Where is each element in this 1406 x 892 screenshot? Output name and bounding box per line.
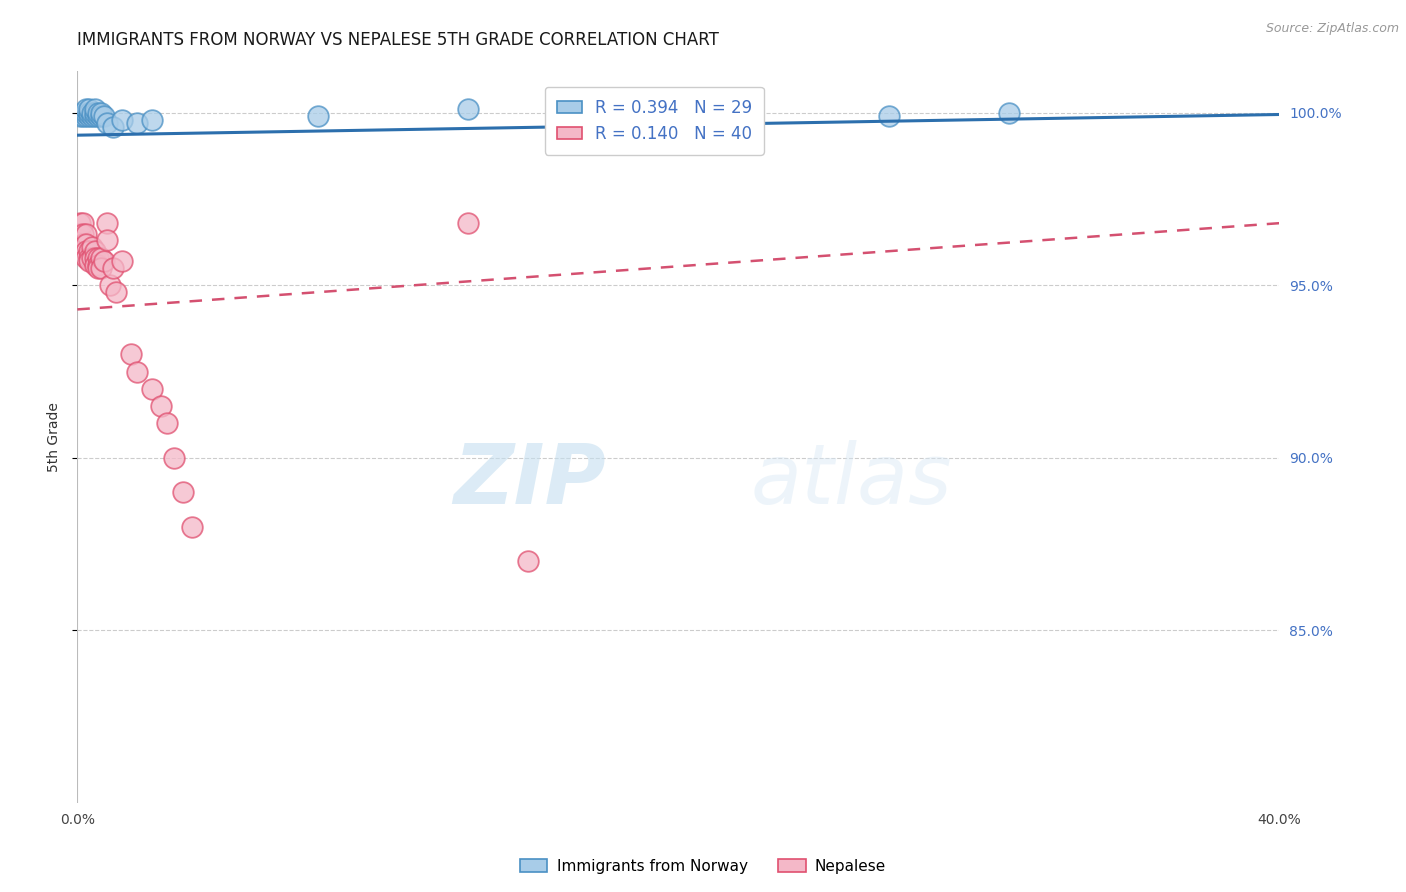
- Point: [457, 216, 479, 230]
- Point: [162, 450, 184, 465]
- Point: [75, 227, 97, 241]
- Point: [72, 216, 94, 230]
- Point: [127, 365, 149, 379]
- Point: [517, 554, 540, 568]
- Point: [82, 240, 104, 254]
- Point: [69, 227, 91, 241]
- Point: [87, 258, 110, 272]
- Point: [180, 520, 202, 534]
- Point: [90, 105, 112, 120]
- Point: [111, 254, 134, 268]
- Point: [75, 109, 97, 123]
- Point: [79, 251, 101, 265]
- Point: [84, 109, 107, 123]
- Text: ZIP: ZIP: [454, 441, 606, 522]
- Point: [156, 417, 179, 431]
- Point: [87, 251, 110, 265]
- Point: [141, 382, 163, 396]
- Point: [82, 251, 104, 265]
- Point: [93, 254, 115, 268]
- Point: [69, 234, 91, 248]
- Point: [998, 105, 1021, 120]
- Y-axis label: 5th Grade: 5th Grade: [46, 402, 60, 472]
- Point: [84, 244, 107, 258]
- Point: [105, 285, 128, 300]
- Point: [877, 109, 900, 123]
- Point: [72, 236, 94, 251]
- Point: [93, 109, 115, 123]
- Point: [90, 251, 112, 265]
- Point: [72, 105, 94, 120]
- Point: [75, 251, 97, 265]
- Text: atlas: atlas: [751, 441, 952, 522]
- Text: IMMIGRANTS FROM NORWAY VS NEPALESE 5TH GRADE CORRELATION CHART: IMMIGRANTS FROM NORWAY VS NEPALESE 5TH G…: [77, 31, 720, 49]
- Point: [84, 105, 107, 120]
- Point: [457, 103, 479, 117]
- Point: [103, 260, 125, 275]
- Point: [79, 105, 101, 120]
- Point: [307, 109, 329, 123]
- Point: [96, 116, 118, 130]
- Point: [127, 116, 149, 130]
- Point: [87, 260, 110, 275]
- Point: [103, 120, 125, 134]
- Point: [84, 258, 107, 272]
- Point: [79, 109, 101, 123]
- Point: [79, 244, 101, 258]
- Point: [576, 112, 599, 127]
- Point: [75, 244, 97, 258]
- Point: [82, 109, 104, 123]
- Point: [111, 112, 134, 127]
- Point: [72, 227, 94, 241]
- Point: [79, 254, 101, 268]
- Point: [150, 399, 173, 413]
- Point: [96, 216, 118, 230]
- Text: Source: ZipAtlas.com: Source: ZipAtlas.com: [1265, 22, 1399, 36]
- Point: [90, 109, 112, 123]
- Point: [75, 105, 97, 120]
- Point: [79, 103, 101, 117]
- Point: [172, 485, 194, 500]
- Point: [72, 109, 94, 123]
- Point: [87, 105, 110, 120]
- Point: [84, 251, 107, 265]
- Legend: R = 0.394   N = 29, R = 0.140   N = 40: R = 0.394 N = 29, R = 0.140 N = 40: [546, 87, 763, 154]
- Point: [69, 109, 91, 123]
- Point: [141, 112, 163, 127]
- Legend: Immigrants from Norway, Nepalese: Immigrants from Norway, Nepalese: [513, 853, 893, 880]
- Point: [87, 109, 110, 123]
- Point: [96, 234, 118, 248]
- Point: [75, 103, 97, 117]
- Point: [100, 278, 122, 293]
- Point: [75, 236, 97, 251]
- Point: [82, 105, 104, 120]
- Point: [120, 347, 142, 361]
- Point: [90, 260, 112, 275]
- Point: [84, 103, 107, 117]
- Point: [69, 216, 91, 230]
